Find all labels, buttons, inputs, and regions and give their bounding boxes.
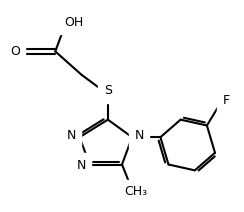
- Text: OH: OH: [64, 16, 83, 29]
- Text: F: F: [223, 94, 230, 107]
- Text: N: N: [76, 159, 86, 172]
- Text: N: N: [134, 129, 144, 142]
- Text: N: N: [66, 129, 76, 142]
- Text: O: O: [10, 45, 20, 58]
- Text: S: S: [104, 84, 112, 97]
- Text: CH₃: CH₃: [125, 185, 148, 198]
